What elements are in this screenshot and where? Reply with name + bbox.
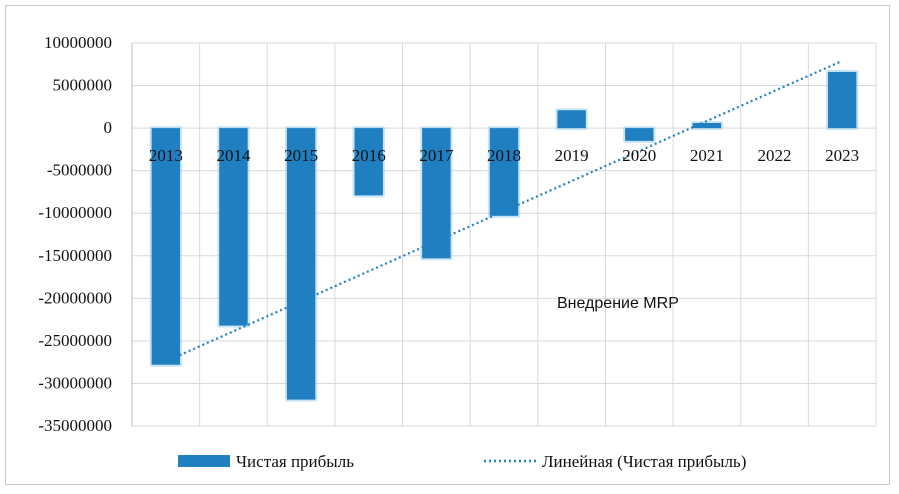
bar-2018: [489, 128, 519, 216]
y-tick-label: -20000000: [38, 288, 112, 307]
y-tick-label: 0: [104, 118, 113, 137]
x-tick-label: 2015: [284, 146, 318, 165]
x-tick-label: 2022: [758, 146, 792, 165]
x-tick-label: 2021: [690, 146, 724, 165]
x-tick-label: 2017: [419, 146, 454, 165]
legend: Чистая прибыль Линейная (Чистая прибыль): [178, 452, 746, 471]
bar-2019: [557, 110, 586, 129]
bar-2020: [625, 128, 654, 141]
y-tick-label: -5000000: [47, 161, 112, 180]
bar-2015: [286, 128, 316, 400]
legend-label-trendline: Линейная (Чистая прибыль): [542, 452, 746, 471]
annotation-mrp: Внедрение MRP: [557, 295, 679, 312]
y-tick-label: -25000000: [38, 331, 112, 350]
trendline-group: [165, 59, 843, 363]
y-tick-label: -30000000: [38, 373, 112, 392]
x-tick-label: 2016: [352, 146, 386, 165]
x-tick-label: 2018: [487, 146, 521, 165]
bar-2021: [692, 123, 722, 129]
x-tick-label: 2020: [622, 146, 656, 165]
x-tick-labels: 2013 2014 2015 2016 2017 2018 2019 2020 2021 2022…: [149, 146, 859, 165]
y-tick-label: -35000000: [38, 416, 112, 435]
y-tick-label: 10000000: [44, 33, 112, 52]
x-tick-label: 2019: [555, 146, 589, 165]
y-tick-label: -10000000: [38, 203, 112, 222]
y-tick-label: 5000000: [53, 76, 113, 95]
bar-2014: [219, 128, 248, 326]
bars: [149, 69, 859, 402]
x-tick-label: 2014: [216, 146, 251, 165]
bar-2013: [151, 128, 181, 365]
legend-swatch-bar: [178, 455, 230, 467]
bar-2016: [354, 128, 383, 196]
y-tick-labels: 10000000 5000000 0 -5000000 -10000000 -150000…: [38, 33, 112, 435]
x-tick-label: 2023: [825, 146, 859, 165]
y-tick-label: -15000000: [38, 246, 112, 265]
legend-label-net-profit: Чистая прибыль: [236, 452, 354, 471]
grid-lines: [131, 42, 877, 427]
trendline: [165, 59, 843, 363]
x-tick-label: 2013: [149, 146, 183, 165]
bar-2023: [827, 71, 857, 129]
